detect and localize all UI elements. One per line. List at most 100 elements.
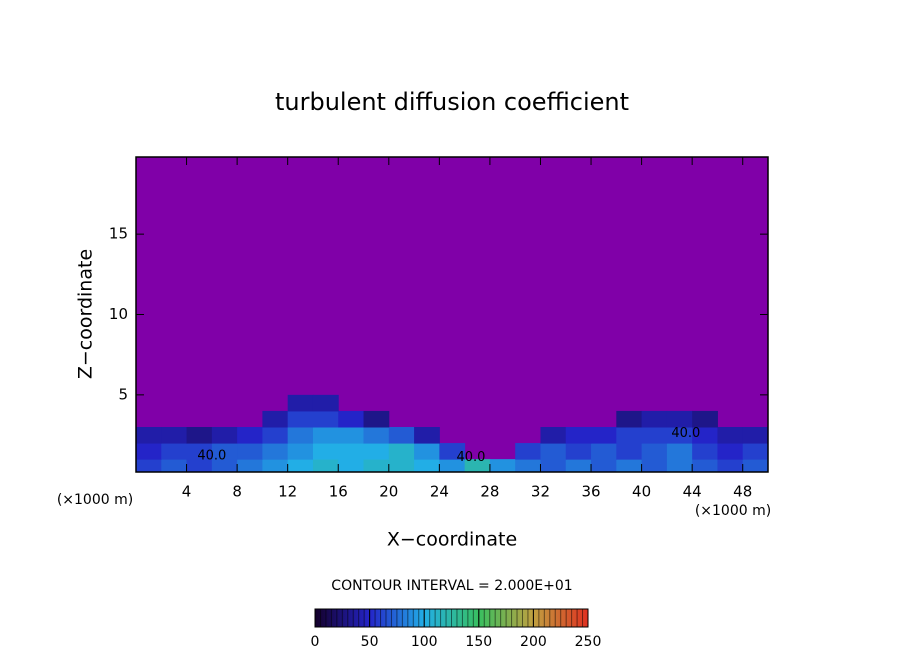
field-cell — [666, 459, 693, 472]
chart-title: turbulent diffusion coefficient — [275, 88, 629, 116]
field-cell — [338, 459, 365, 472]
field-cell — [692, 459, 718, 472]
field-cell — [363, 443, 390, 460]
field-cell — [515, 443, 541, 460]
field-cell — [388, 443, 415, 460]
field-cell — [161, 443, 188, 460]
field-cell — [388, 459, 415, 472]
field-cell — [464, 459, 491, 472]
field-cell — [262, 410, 289, 428]
contour-label: 40.0 — [456, 450, 485, 465]
field-cell — [338, 410, 365, 428]
field-cell — [136, 427, 162, 444]
field-cell — [414, 443, 440, 460]
field-cell — [312, 410, 339, 428]
x-unit-label: (×1000 m) — [57, 492, 133, 508]
field-cell — [186, 443, 213, 460]
contour-label: 40.0 — [197, 448, 226, 463]
y-tick-label: 15 — [109, 225, 128, 243]
field-cell — [489, 459, 516, 472]
field-cell — [262, 443, 289, 460]
x-tick-label: 12 — [278, 483, 297, 501]
field-cell — [211, 459, 238, 472]
field-cell — [338, 443, 365, 460]
field-cell — [312, 459, 339, 472]
plot-area: 40.0 40.0 40.0 — [136, 157, 768, 472]
x-tick-label: 28 — [480, 483, 499, 501]
field-cell — [363, 427, 390, 444]
x-tick-label: 4 — [182, 483, 192, 501]
field-cell — [616, 427, 643, 444]
field-cell — [363, 459, 390, 472]
field-cell — [237, 459, 263, 472]
x-tick-label: 8 — [232, 483, 242, 501]
field-cell — [312, 394, 339, 412]
field-cell — [136, 459, 162, 472]
field-cell — [742, 459, 768, 472]
x-unit-label: (×1000 m) — [695, 503, 771, 519]
y-tick-label: 10 — [109, 305, 128, 323]
field-cell — [186, 427, 213, 444]
field-cell — [211, 427, 238, 444]
field-cell — [591, 427, 617, 444]
field-cell — [287, 459, 314, 472]
field-cell — [287, 443, 314, 460]
field-cell — [540, 459, 567, 472]
field-cell — [666, 427, 693, 444]
colorbar-tick-label: 150 — [465, 634, 492, 650]
x-tick-label: 16 — [329, 483, 348, 501]
field-cell — [414, 427, 440, 444]
field-cell — [414, 459, 440, 472]
field-cell — [388, 427, 415, 444]
field-cell — [616, 410, 643, 428]
field-cell — [439, 443, 466, 460]
field-cell — [717, 459, 744, 472]
field-cell — [287, 410, 314, 428]
field-cell — [692, 410, 718, 428]
field-cell — [439, 459, 466, 472]
x-tick-label: 40 — [632, 483, 651, 501]
field-cell — [565, 443, 592, 460]
field-cell — [161, 459, 188, 472]
field-cell — [565, 459, 592, 472]
x-tick-label: 48 — [733, 483, 752, 501]
x-tick-label: 36 — [581, 483, 600, 501]
field-cell — [641, 443, 668, 460]
field-cell — [666, 410, 693, 428]
x-tick-label: 44 — [683, 483, 702, 501]
field-cell — [363, 410, 390, 428]
field-cell — [211, 443, 238, 460]
field-cell — [641, 459, 668, 472]
field-cell — [262, 459, 289, 472]
field-cell — [666, 443, 693, 460]
field-cell — [692, 443, 718, 460]
contour-label: 40.0 — [671, 426, 700, 441]
field-cell — [237, 427, 263, 444]
field-cell — [742, 427, 768, 444]
field-cell — [540, 427, 567, 444]
field-cell — [312, 443, 339, 460]
field-cell — [287, 394, 314, 412]
x-tick-label: 32 — [531, 483, 550, 501]
colorbar-tick-label: 250 — [575, 634, 602, 650]
field-cell — [591, 443, 617, 460]
field-cell — [262, 427, 289, 444]
field-cell — [136, 443, 162, 460]
field-cell — [515, 459, 541, 472]
field-cell — [540, 443, 567, 460]
y-tick-label: 5 — [118, 385, 128, 403]
field-cell — [616, 443, 643, 460]
field-cell — [565, 427, 592, 444]
field-cell — [338, 427, 365, 444]
field-cell — [237, 443, 263, 460]
field-cell — [287, 427, 314, 444]
contour-interval: CONTOUR INTERVAL = 2.000E+01 — [331, 578, 572, 594]
field-cell — [641, 427, 668, 444]
colorbar-tick-label: 0 — [311, 634, 320, 650]
field-cell — [717, 427, 744, 444]
field-cell — [641, 410, 668, 428]
field-cell — [616, 459, 643, 472]
x-axis-label: X−coordinate — [387, 529, 517, 551]
